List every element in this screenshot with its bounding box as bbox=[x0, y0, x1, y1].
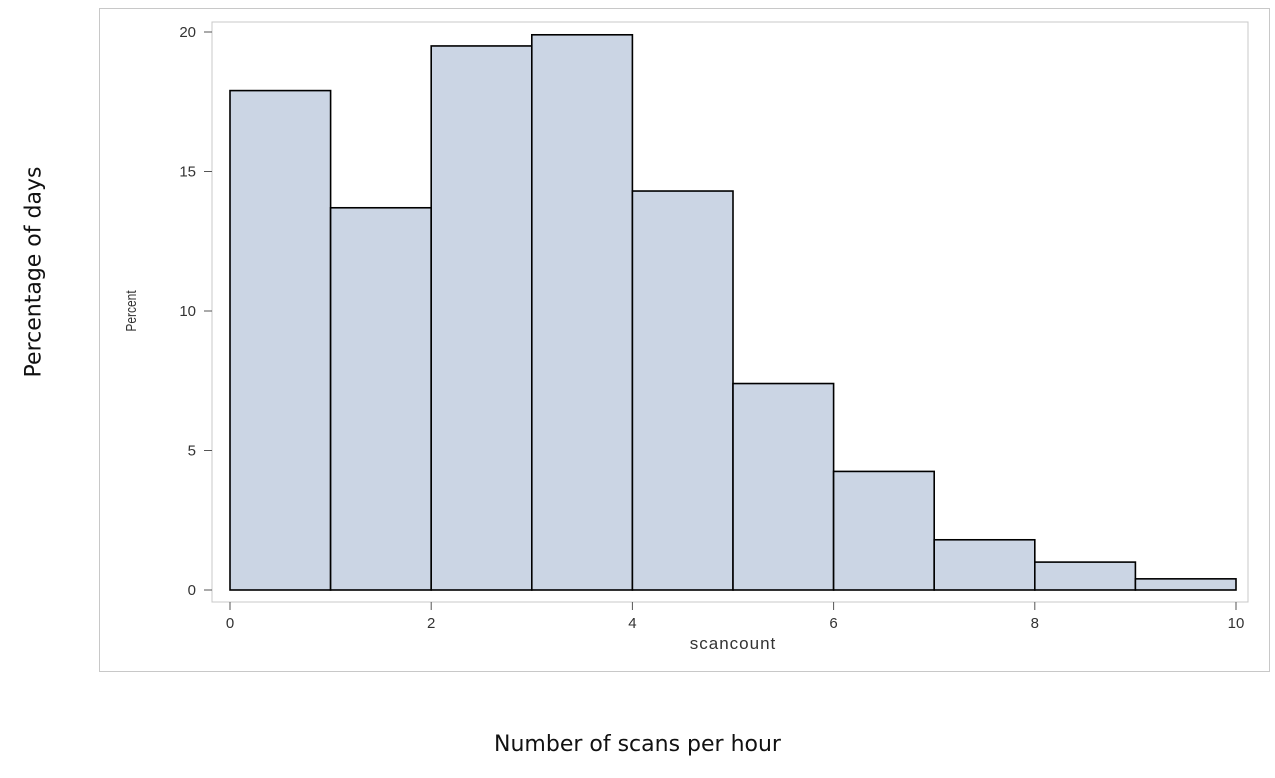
x-axis: 0 2 4 6 8 10 bbox=[226, 602, 1245, 632]
plot-area-border bbox=[211, 21, 1249, 603]
histogram-bar bbox=[530, 33, 634, 591]
histogram-bar bbox=[933, 538, 1036, 591]
y-tick-label: 20 bbox=[179, 24, 196, 41]
histogram-bar bbox=[832, 470, 935, 591]
histogram-bar bbox=[329, 206, 433, 591]
x-tick-label: 0 bbox=[226, 615, 234, 632]
x-tick-label: 6 bbox=[829, 615, 837, 632]
y-tick-label: 5 bbox=[188, 443, 196, 460]
histogram-bar bbox=[631, 190, 734, 591]
histogram-bar bbox=[430, 45, 533, 591]
histogram-bar bbox=[1034, 561, 1137, 591]
x-tick-label: 2 bbox=[427, 615, 435, 632]
outer-x-axis-label: Number of scans per hour bbox=[494, 732, 781, 757]
bars-group bbox=[229, 33, 1237, 591]
x-tick-label: 8 bbox=[1031, 615, 1039, 632]
y-tick-label: 10 bbox=[179, 303, 196, 320]
x-axis-label: scancount bbox=[690, 634, 777, 653]
histogram-bar bbox=[732, 382, 835, 591]
y-axis: 0 5 10 15 20 bbox=[179, 24, 212, 599]
y-tick-label: 15 bbox=[179, 164, 196, 181]
histogram-bar bbox=[1134, 578, 1237, 591]
x-tick-label: 4 bbox=[628, 615, 636, 632]
y-tick-label: 0 bbox=[188, 582, 196, 599]
histogram-bar bbox=[229, 89, 332, 591]
x-tick-label: 10 bbox=[1228, 615, 1245, 632]
y-axis-label: Percent bbox=[123, 290, 140, 332]
